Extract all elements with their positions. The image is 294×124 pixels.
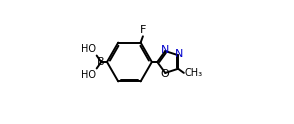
Text: B: B — [97, 57, 105, 67]
Text: CH₃: CH₃ — [184, 68, 203, 78]
Text: N: N — [161, 45, 169, 55]
Text: N: N — [175, 49, 183, 59]
Text: O: O — [160, 69, 169, 79]
Text: HO: HO — [81, 44, 96, 54]
Text: F: F — [140, 25, 146, 35]
Text: HO: HO — [81, 70, 96, 80]
